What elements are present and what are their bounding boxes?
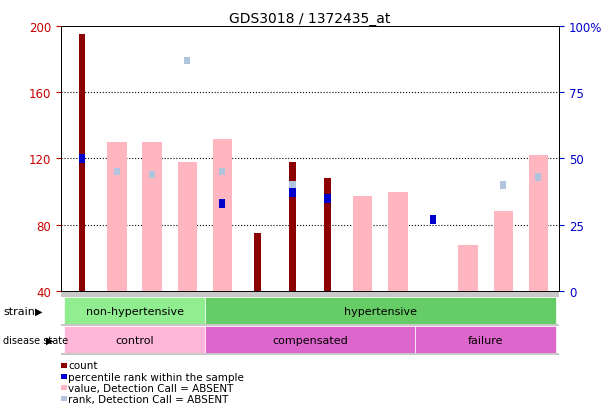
Bar: [289, 189, 295, 198]
Bar: [289, 182, 295, 189]
Bar: [184, 57, 190, 65]
Text: value, Detection Call = ABSENT: value, Detection Call = ABSENT: [68, 383, 233, 393]
Text: non-hypertensive: non-hypertensive: [86, 306, 184, 316]
Bar: [142, 142, 162, 291]
Bar: [78, 35, 85, 291]
Bar: [205, 297, 556, 324]
Bar: [494, 212, 513, 291]
Bar: [149, 171, 155, 178]
Bar: [289, 162, 295, 291]
Bar: [458, 245, 478, 291]
Text: compensated: compensated: [272, 335, 348, 345]
Text: ▶: ▶: [46, 335, 54, 345]
Bar: [64, 297, 205, 324]
Bar: [254, 233, 261, 291]
Bar: [213, 139, 232, 291]
Text: percentile rank within the sample: percentile rank within the sample: [68, 372, 244, 382]
Text: failure: failure: [468, 335, 503, 345]
Bar: [388, 192, 407, 291]
Bar: [205, 326, 415, 353]
Bar: [325, 179, 331, 291]
Bar: [500, 182, 506, 189]
Bar: [219, 169, 226, 176]
Text: control: control: [116, 335, 154, 345]
Bar: [430, 215, 436, 224]
Text: hypertensive: hypertensive: [344, 306, 417, 316]
Bar: [178, 162, 197, 291]
Title: GDS3018 / 1372435_at: GDS3018 / 1372435_at: [229, 12, 391, 26]
Text: disease state: disease state: [3, 335, 68, 345]
Text: rank, Detection Call = ABSENT: rank, Detection Call = ABSENT: [68, 394, 229, 404]
Bar: [108, 142, 126, 291]
Bar: [114, 169, 120, 176]
Bar: [528, 156, 548, 291]
Text: ▶: ▶: [35, 306, 43, 316]
Bar: [325, 194, 331, 203]
Bar: [535, 174, 542, 181]
Text: count: count: [68, 361, 98, 370]
Bar: [415, 326, 556, 353]
Bar: [78, 154, 85, 164]
Bar: [64, 326, 205, 353]
Text: strain: strain: [3, 306, 35, 316]
Bar: [353, 197, 372, 291]
Bar: [219, 199, 226, 209]
